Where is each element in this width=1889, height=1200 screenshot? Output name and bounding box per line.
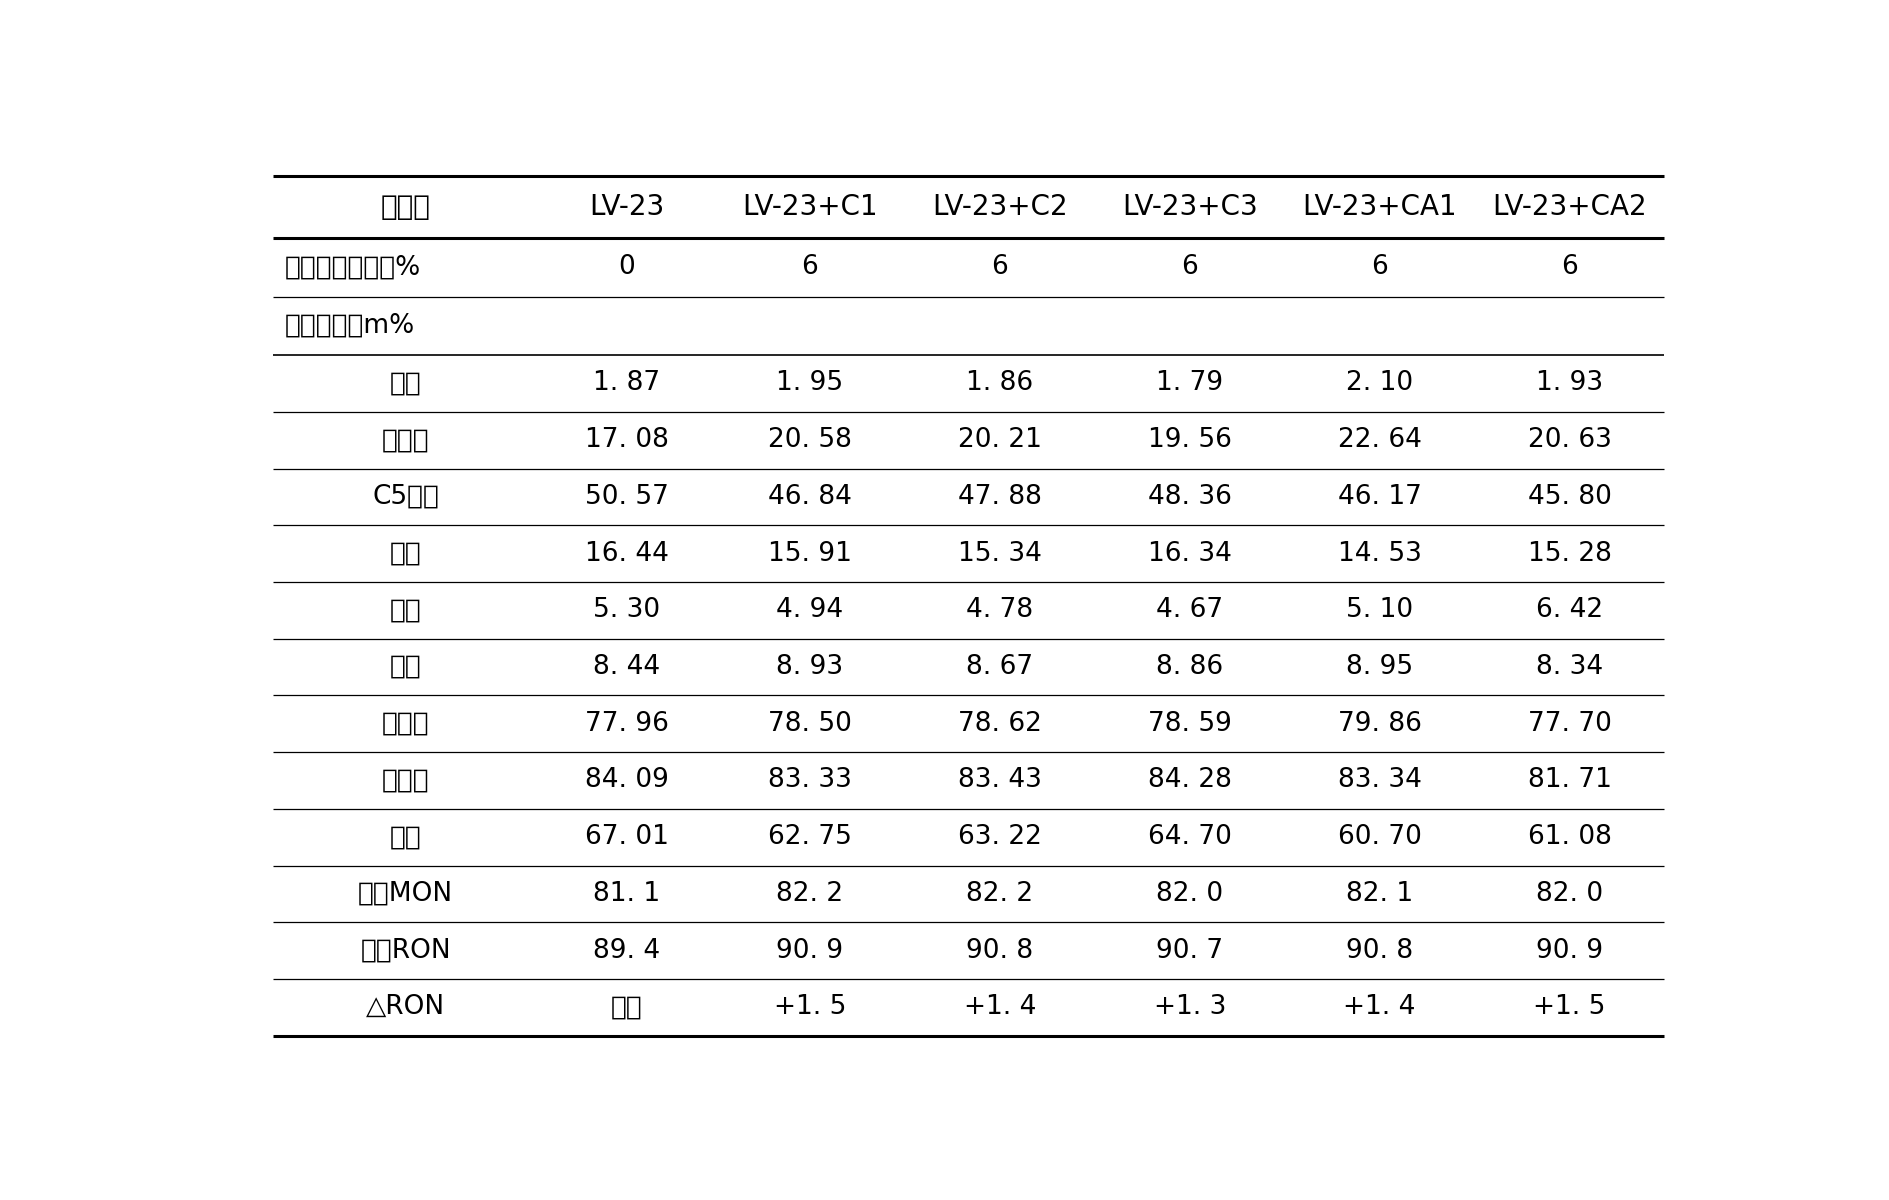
Text: LV-23+CA2: LV-23+CA2 [1490,193,1645,221]
Text: 1. 79: 1. 79 [1156,371,1222,396]
Text: 8. 34: 8. 34 [1536,654,1602,680]
Text: 16. 34: 16. 34 [1147,540,1232,566]
Text: 79. 86: 79. 86 [1337,710,1421,737]
Text: 90. 9: 90. 9 [776,937,842,964]
Text: 6: 6 [1371,254,1387,281]
Text: 1. 93: 1. 93 [1536,371,1602,396]
Text: +1. 5: +1. 5 [1532,995,1606,1020]
Text: 6: 6 [1560,254,1577,281]
Text: 基准: 基准 [610,995,642,1020]
Text: 5. 30: 5. 30 [593,598,659,623]
Text: 20. 63: 20. 63 [1526,427,1611,454]
Text: 81. 71: 81. 71 [1526,768,1611,793]
Text: 77. 70: 77. 70 [1526,710,1611,737]
Text: 轻收: 轻收 [389,824,421,850]
Text: 78. 59: 78. 59 [1147,710,1232,737]
Text: 重油: 重油 [389,598,421,623]
Text: 83. 43: 83. 43 [958,768,1041,793]
Text: 82. 2: 82. 2 [776,881,842,907]
Text: 46. 84: 46. 84 [767,484,852,510]
Text: 61. 08: 61. 08 [1526,824,1611,850]
Text: 液化气: 液化气 [382,427,429,454]
Text: 1. 95: 1. 95 [776,371,842,396]
Text: 8. 93: 8. 93 [776,654,842,680]
Text: +1. 3: +1. 3 [1152,995,1226,1020]
Text: 84. 28: 84. 28 [1147,768,1232,793]
Text: 15. 34: 15. 34 [958,540,1041,566]
Text: 64. 70: 64. 70 [1147,824,1232,850]
Text: LV-23+C2: LV-23+C2 [931,193,1067,221]
Text: 14. 53: 14. 53 [1337,540,1421,566]
Text: 4. 78: 4. 78 [965,598,1033,623]
Text: 22. 64: 22. 64 [1337,427,1421,454]
Text: 67. 01: 67. 01 [584,824,669,850]
Text: 催化剑: 催化剑 [380,193,431,221]
Text: 83. 34: 83. 34 [1337,768,1421,793]
Text: LV-23+C1: LV-23+C1 [742,193,876,221]
Text: LV-23: LV-23 [589,193,665,221]
Text: 2. 10: 2. 10 [1345,371,1413,396]
Text: C5汽油: C5汽油 [372,484,438,510]
Text: 83. 33: 83. 33 [767,768,852,793]
Text: 6: 6 [992,254,1007,281]
Text: +1. 4: +1. 4 [963,995,1035,1020]
Text: 19. 56: 19. 56 [1147,427,1232,454]
Text: 46. 17: 46. 17 [1337,484,1421,510]
Text: 6: 6 [1181,254,1198,281]
Text: 82. 1: 82. 1 [1345,881,1413,907]
Text: 84. 09: 84. 09 [584,768,669,793]
Text: 81. 1: 81. 1 [593,881,659,907]
Text: 柴油: 柴油 [389,540,421,566]
Text: 1. 87: 1. 87 [593,371,659,396]
Text: 78. 62: 78. 62 [958,710,1041,737]
Text: 90. 8: 90. 8 [965,937,1033,964]
Text: 4. 67: 4. 67 [1156,598,1222,623]
Text: 45. 80: 45. 80 [1526,484,1611,510]
Text: 17. 08: 17. 08 [584,427,669,454]
Text: 47. 88: 47. 88 [958,484,1041,510]
Text: 90. 9: 90. 9 [1536,937,1602,964]
Text: 90. 8: 90. 8 [1345,937,1413,964]
Text: 产品分布，m%: 产品分布，m% [285,313,414,338]
Text: 8. 67: 8. 67 [965,654,1033,680]
Text: 16. 44: 16. 44 [584,540,669,566]
Text: 6: 6 [801,254,818,281]
Text: 15. 91: 15. 91 [767,540,852,566]
Text: 汽油RON: 汽油RON [361,937,451,964]
Text: 汽油MON: 汽油MON [357,881,453,907]
Text: 焦炭: 焦炭 [389,654,421,680]
Text: 82. 0: 82. 0 [1156,881,1222,907]
Text: 1. 86: 1. 86 [965,371,1033,396]
Text: △RON: △RON [366,995,446,1020]
Text: 62. 75: 62. 75 [767,824,852,850]
Text: 5. 10: 5. 10 [1345,598,1413,623]
Text: 总液收: 总液收 [382,768,429,793]
Text: 20. 58: 20. 58 [767,427,852,454]
Text: 干气: 干气 [389,371,421,396]
Text: 15. 28: 15. 28 [1526,540,1611,566]
Text: +1. 5: +1. 5 [773,995,846,1020]
Text: 90. 7: 90. 7 [1156,937,1222,964]
Text: 6. 42: 6. 42 [1536,598,1602,623]
Text: 89. 4: 89. 4 [593,937,659,964]
Text: 77. 96: 77. 96 [584,710,669,737]
Text: 48. 36: 48. 36 [1147,484,1232,510]
Text: 60. 70: 60. 70 [1337,824,1421,850]
Text: 63. 22: 63. 22 [958,824,1041,850]
Text: 0: 0 [618,254,635,281]
Text: 8. 95: 8. 95 [1345,654,1413,680]
Text: 82. 2: 82. 2 [965,881,1033,907]
Text: LV-23+C3: LV-23+C3 [1122,193,1256,221]
Text: 78. 50: 78. 50 [767,710,852,737]
Text: 82. 0: 82. 0 [1536,881,1602,907]
Text: 8. 86: 8. 86 [1156,654,1222,680]
Text: +1. 4: +1. 4 [1343,995,1415,1020]
Text: 4. 94: 4. 94 [776,598,842,623]
Text: 50. 57: 50. 57 [584,484,669,510]
Text: 助剑加入比例，%: 助剑加入比例，% [285,254,421,281]
Text: LV-23+CA1: LV-23+CA1 [1302,193,1456,221]
Text: 8. 44: 8. 44 [593,654,659,680]
Text: 20. 21: 20. 21 [958,427,1041,454]
Text: 转化率: 转化率 [382,710,429,737]
